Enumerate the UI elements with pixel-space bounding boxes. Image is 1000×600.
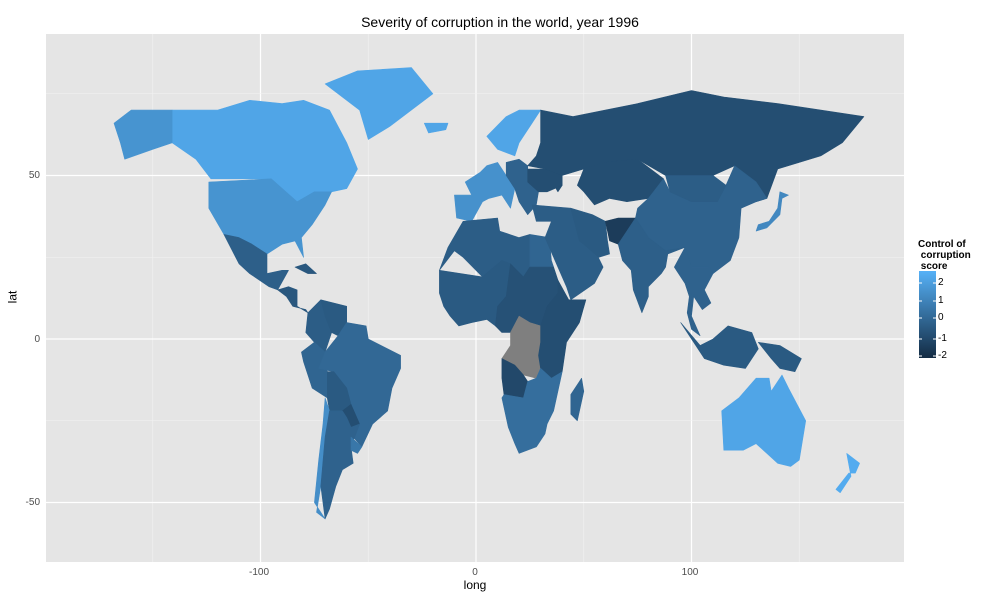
region-australia — [721, 374, 807, 467]
region-iceland — [423, 122, 449, 134]
region-uruguay — [350, 436, 363, 454]
region-canada — [171, 100, 358, 202]
legend-colorbar — [919, 271, 936, 358]
region-ukraine — [527, 168, 563, 193]
y-tick-label: 50 — [28, 170, 40, 181]
legend-title-line: corruption — [920, 250, 971, 261]
region-mexico — [223, 234, 289, 291]
region-japan — [755, 191, 789, 232]
region-mongolia — [665, 175, 727, 202]
region-cuba — [294, 263, 317, 274]
x-tick-label: 100 — [681, 567, 699, 578]
x-tick-label: 0 — [472, 567, 478, 578]
region-greenland — [324, 67, 434, 140]
y-axis-title: lat — [5, 290, 20, 304]
y-tick-label: 0 — [34, 334, 40, 345]
region-new-zealand — [835, 453, 860, 494]
legend-tick-label: -2 — [938, 350, 947, 361]
region-papua-new-guinea — [757, 341, 802, 373]
region-indonesia — [680, 322, 759, 369]
map-regions — [113, 67, 865, 520]
chart-title: Severity of corruption in the world, yea… — [361, 14, 639, 30]
y-tick-label: -50 — [25, 497, 40, 508]
region-india — [617, 217, 686, 314]
legend-tick-label: 2 — [938, 277, 944, 288]
x-tick-label: -100 — [248, 567, 269, 578]
region-kazakhstan — [576, 158, 664, 206]
legend-ticks — [919, 282, 936, 357]
region-alaska — [113, 109, 173, 160]
legend-title-line: score — [920, 261, 948, 272]
region-argentina — [320, 410, 360, 520]
legend-title-line: Control of — [918, 239, 966, 250]
region-southeast-asia — [673, 247, 714, 337]
x-axis-title: long — [463, 578, 487, 592]
legend-title: Control of corruption score — [918, 239, 971, 272]
legend-tick-label: -1 — [938, 333, 947, 344]
legend-tick-label: 1 — [938, 295, 944, 306]
legend-tick-label: 0 — [938, 312, 944, 323]
region-scandinavia — [486, 109, 541, 157]
region-madagascar — [570, 377, 585, 422]
region-west-africa — [439, 260, 511, 327]
region-southern-africa — [501, 368, 563, 454]
region-iran — [570, 207, 610, 258]
